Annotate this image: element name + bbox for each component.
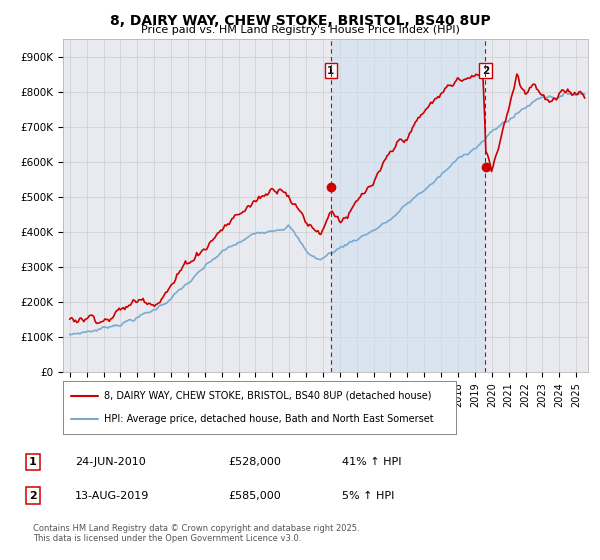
Text: 1: 1 bbox=[29, 457, 37, 467]
Text: 13-AUG-2019: 13-AUG-2019 bbox=[75, 491, 149, 501]
Text: 2: 2 bbox=[29, 491, 37, 501]
Text: Contains HM Land Registry data © Crown copyright and database right 2025.
This d: Contains HM Land Registry data © Crown c… bbox=[33, 524, 359, 543]
Text: 8, DAIRY WAY, CHEW STOKE, BRISTOL, BS40 8UP: 8, DAIRY WAY, CHEW STOKE, BRISTOL, BS40 … bbox=[110, 14, 490, 28]
Text: 8, DAIRY WAY, CHEW STOKE, BRISTOL, BS40 8UP (detached house): 8, DAIRY WAY, CHEW STOKE, BRISTOL, BS40 … bbox=[104, 391, 432, 401]
Text: £585,000: £585,000 bbox=[228, 491, 281, 501]
Text: 41% ↑ HPI: 41% ↑ HPI bbox=[342, 457, 401, 467]
Text: 1: 1 bbox=[327, 66, 335, 76]
Text: 24-JUN-2010: 24-JUN-2010 bbox=[75, 457, 146, 467]
Text: HPI: Average price, detached house, Bath and North East Somerset: HPI: Average price, detached house, Bath… bbox=[104, 414, 434, 424]
Text: 5% ↑ HPI: 5% ↑ HPI bbox=[342, 491, 394, 501]
Text: £528,000: £528,000 bbox=[228, 457, 281, 467]
Bar bbox=[331, 39, 485, 372]
Text: Price paid vs. HM Land Registry's House Price Index (HPI): Price paid vs. HM Land Registry's House … bbox=[140, 25, 460, 35]
Text: 2: 2 bbox=[482, 66, 489, 76]
